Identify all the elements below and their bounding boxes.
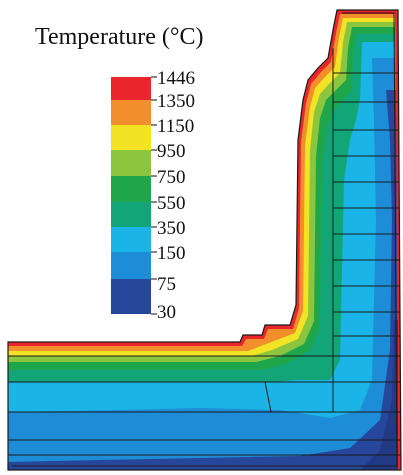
legend: 1446 1350 1150 950 750 550 350 150 75 30	[111, 68, 195, 323]
legend-band-75-150	[111, 252, 151, 279]
legend-band-30-75	[111, 279, 151, 314]
legend-band-1150-1350	[111, 100, 151, 125]
layer-lines	[8, 48, 401, 456]
legend-band-1350-1446	[111, 77, 151, 100]
legend-band-950-1150	[111, 125, 151, 150]
legend-label: 1446	[157, 68, 195, 89]
legend-label: 150	[157, 243, 186, 264]
legend-label: 750	[157, 167, 186, 188]
shell-inner-outline	[12, 12, 398, 467]
contour-core-coldest	[360, 320, 398, 470]
legend-label: 1150	[157, 116, 194, 137]
legend-label: 350	[157, 218, 186, 239]
legend-label: 1350	[157, 91, 195, 112]
legend-band-550-750	[111, 176, 151, 202]
figure-title: Temperature (°C)	[35, 24, 204, 50]
legend-label: 550	[157, 193, 186, 214]
legend-label: 75	[157, 274, 176, 295]
legend-band-750-950	[111, 150, 151, 176]
legend-ticks	[151, 76, 157, 315]
contour-band-75-150	[8, 58, 398, 470]
body-outline	[7, 9, 402, 471]
legend-band-150-350	[111, 227, 151, 252]
legend-label: 950	[157, 141, 186, 162]
legend-band-350-550	[111, 202, 151, 227]
legend-label: 30	[157, 302, 176, 323]
contour-band-350-550	[8, 34, 398, 470]
